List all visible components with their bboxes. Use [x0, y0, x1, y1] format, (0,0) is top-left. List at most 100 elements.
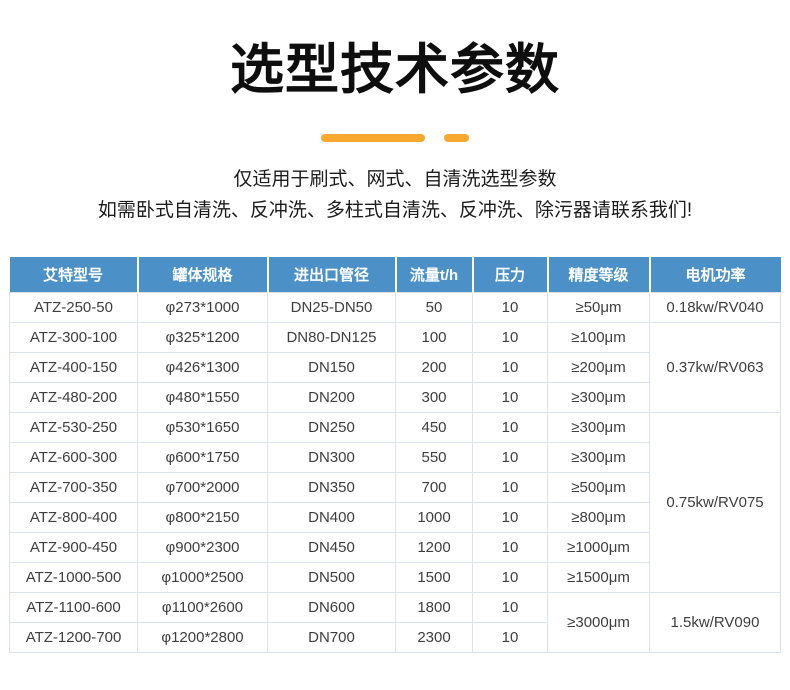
tank-spec-cell: φ1100*2600: [137, 591, 268, 623]
model-cell: ATZ-700-350: [9, 471, 138, 503]
precision-cell: ≥800μm: [547, 501, 650, 533]
table-header-row: 艾特型号 罐体规格 进出口管径 流量t/h 压力 精度等级 电机功率: [9, 256, 781, 293]
spec-table-container: 艾特型号 罐体规格 进出口管径 流量t/h 压力 精度等级 电机功率 ATZ-2…: [9, 256, 781, 653]
col-header-motor-power: 电机功率: [648, 256, 781, 293]
pressure-cell: 10: [472, 321, 548, 353]
tank-spec-cell: φ600*1750: [137, 441, 268, 473]
flow-cell: 1500: [395, 561, 473, 593]
table-row: ATZ-530-250 φ530*1650 DN250 450 10 ≥300μ…: [9, 411, 781, 593]
tank-spec-cell: φ900*2300: [137, 531, 268, 563]
pipe-diameter-cell: DN400: [267, 501, 396, 533]
model-cell: ATZ-530-250: [9, 411, 138, 443]
subtitle-line-1: 仅适用于刷式、网式、自清洗选型参数: [233, 168, 557, 190]
flow-cell: 2300: [395, 621, 473, 653]
table-row: ATZ-900-450 φ900*2300 DN450 1200 10 ≥100…: [9, 531, 781, 563]
precision-cell: ≥300μm: [547, 381, 650, 413]
tank-spec-cell: φ325*1200: [137, 321, 268, 353]
pressure-cell: 10: [472, 471, 548, 503]
title-underline-short-bar: [444, 133, 469, 142]
model-cell: ATZ-800-400: [9, 501, 138, 533]
tank-spec-cell: φ1200*2800: [137, 621, 268, 653]
pipe-diameter-cell: DN80-DN125: [267, 321, 396, 353]
pipe-diameter-cell: DN500: [267, 561, 396, 593]
motor-power-cell-merged: 1.5kw/RV090: [649, 591, 781, 653]
precision-cell: ≥100μm: [547, 321, 650, 353]
table-row: ATZ-1200-700 φ1200*2800 DN700 2300 10: [9, 621, 781, 653]
tank-spec-cell: φ480*1550: [137, 381, 268, 413]
pipe-diameter-cell: DN150: [267, 351, 396, 383]
tank-spec-cell: φ700*2000: [137, 471, 268, 503]
pressure-cell: 10: [472, 531, 548, 563]
precision-cell: ≥500μm: [547, 471, 650, 503]
pressure-cell: 10: [472, 291, 548, 323]
pressure-cell: 10: [472, 351, 548, 383]
model-cell: ATZ-250-50: [9, 291, 138, 323]
precision-cell-merged: ≥3000μm: [547, 591, 650, 653]
model-cell: ATZ-300-100: [9, 321, 138, 353]
motor-power-cell-merged: 0.75kw/RV075: [649, 411, 781, 593]
pressure-cell: 10: [472, 591, 548, 623]
model-cell: ATZ-1200-700: [9, 621, 138, 653]
flow-cell: 300: [395, 381, 473, 413]
subtitle-line-2: 如需卧式自清洗、反冲洗、多柱式自清洗、反冲洗、除污器请联系我们!: [97, 199, 693, 221]
pressure-cell: 10: [472, 561, 548, 593]
model-cell: ATZ-480-200: [9, 381, 138, 413]
table-row: ATZ-700-350 φ700*2000 DN350 700 10 ≥500μ…: [9, 471, 781, 503]
pressure-cell: 10: [472, 411, 548, 443]
pipe-diameter-cell: DN600: [267, 591, 396, 623]
col-header-pressure: 压力: [471, 256, 548, 293]
precision-cell: ≥300μm: [547, 411, 650, 443]
motor-power-cell-merged: 0.37kw/RV063: [649, 321, 781, 413]
pipe-diameter-cell: DN350: [267, 471, 396, 503]
tank-spec-cell: φ273*1000: [137, 291, 268, 323]
precision-cell: ≥200μm: [547, 351, 650, 383]
precision-cell: ≥300μm: [547, 441, 650, 473]
model-cell: ATZ-600-300: [9, 441, 138, 473]
flow-cell: 50: [395, 291, 473, 323]
table-row: ATZ-480-200 φ480*1550 DN200 300 10 ≥300μ…: [9, 381, 781, 413]
pressure-cell: 10: [472, 381, 548, 413]
flow-cell: 200: [395, 351, 473, 383]
table-row: ATZ-400-150 φ426*1300 DN150 200 10 ≥200μ…: [9, 351, 781, 383]
pipe-diameter-cell: DN450: [267, 531, 396, 563]
pressure-cell: 10: [472, 621, 548, 653]
model-cell: ATZ-1100-600: [9, 591, 138, 623]
tank-spec-cell: φ530*1650: [137, 411, 268, 443]
pipe-diameter-cell: DN200: [267, 381, 396, 413]
pipe-diameter-cell: DN300: [267, 441, 396, 473]
precision-cell: ≥1500μm: [547, 561, 650, 593]
title-underline: [0, 133, 790, 142]
col-header-pipe-diameter: 进出口管径: [266, 256, 396, 293]
table-row: ATZ-800-400 φ800*2150 DN400 1000 10 ≥800…: [9, 501, 781, 533]
flow-cell: 450: [395, 411, 473, 443]
precision-cell: ≥1000μm: [547, 531, 650, 563]
model-cell: ATZ-400-150: [9, 351, 138, 383]
table-row: ATZ-250-50 φ273*1000 DN25-DN50 50 10 ≥50…: [9, 291, 781, 323]
title-underline-long-bar: [321, 133, 425, 142]
pressure-cell: 10: [472, 441, 548, 473]
pipe-diameter-cell: DN250: [267, 411, 396, 443]
flow-cell: 1200: [395, 531, 473, 563]
col-header-model: 艾特型号: [9, 256, 138, 293]
table-row: ATZ-300-100 φ325*1200 DN80-DN125 100 10 …: [9, 321, 781, 413]
table-row: ATZ-1100-600 φ1100*2600 DN600 1800 10 ≥3…: [9, 591, 781, 653]
col-header-precision: 精度等级: [546, 256, 650, 293]
tank-spec-cell: φ1000*2500: [137, 561, 268, 593]
model-cell: ATZ-900-450: [9, 531, 138, 563]
pressure-cell: 10: [472, 501, 548, 533]
table-row: ATZ-1000-500 φ1000*2500 DN500 1500 10 ≥1…: [9, 561, 781, 593]
flow-cell: 700: [395, 471, 473, 503]
precision-cell: ≥50μm: [547, 291, 650, 323]
tank-spec-cell: φ800*2150: [137, 501, 268, 533]
col-header-flow: 流量t/h: [394, 256, 473, 293]
motor-power-cell: 0.18kw/RV040: [649, 291, 781, 323]
page-title: 选型技术参数: [230, 40, 560, 100]
tank-spec-cell: φ426*1300: [137, 351, 268, 383]
pipe-diameter-cell: DN25-DN50: [267, 291, 396, 323]
model-cell: ATZ-1000-500: [9, 561, 138, 593]
pipe-diameter-cell: DN700: [267, 621, 396, 653]
flow-cell: 100: [395, 321, 473, 353]
col-header-tank-spec: 罐体规格: [136, 256, 268, 293]
flow-cell: 1000: [395, 501, 473, 533]
